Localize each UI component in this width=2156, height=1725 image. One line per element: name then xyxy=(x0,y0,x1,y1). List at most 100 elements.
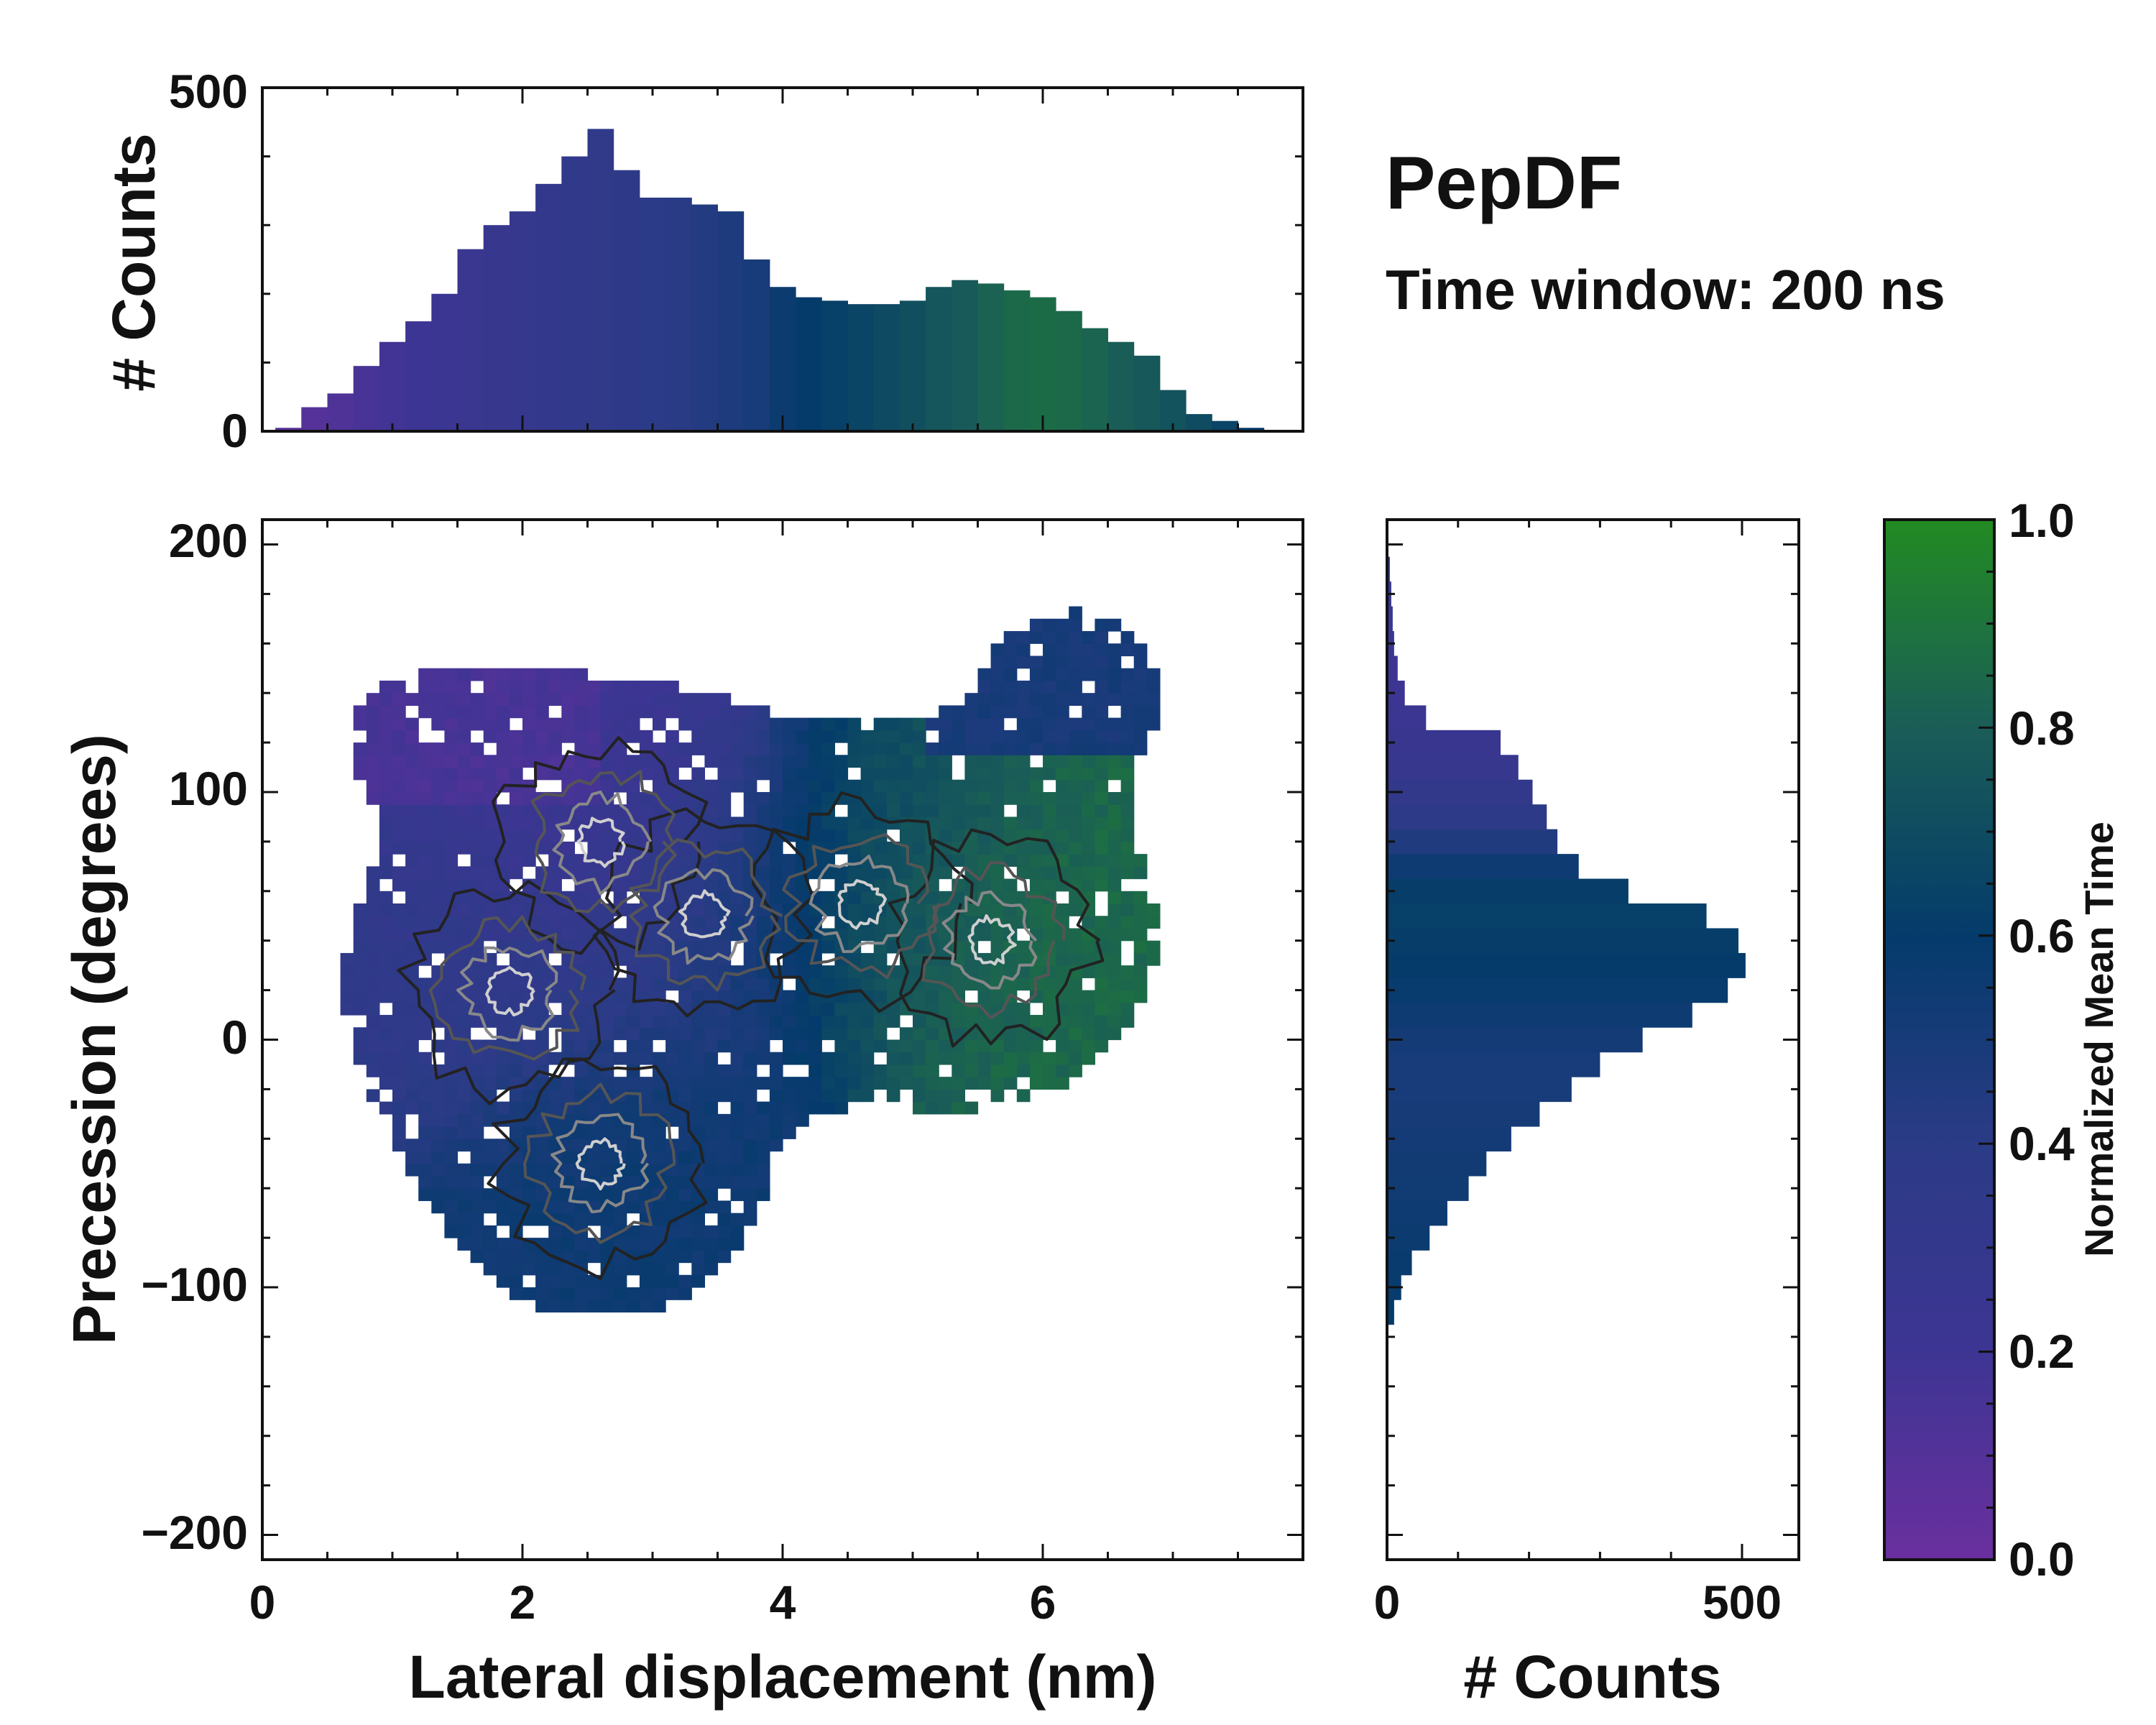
heatmap-cell xyxy=(457,816,471,830)
heatmap-cell xyxy=(522,854,536,867)
heatmap-cell xyxy=(899,1052,913,1065)
heatmap-cell xyxy=(483,730,497,743)
heatmap-cell xyxy=(821,903,835,916)
heatmap-cell xyxy=(653,705,666,719)
right-hist-bar xyxy=(1387,755,1519,781)
heatmap-cell xyxy=(926,891,939,904)
heatmap-cell xyxy=(418,978,432,991)
heatmap-cell xyxy=(1003,1064,1018,1077)
heatmap-cell xyxy=(1082,816,1095,830)
heatmap-cell xyxy=(717,1151,732,1164)
heatmap-cell xyxy=(1016,656,1031,669)
heatmap-cell xyxy=(1016,631,1031,644)
heatmap-cell xyxy=(431,1163,445,1177)
heatmap-cell xyxy=(964,804,979,818)
heatmap-cell xyxy=(431,668,445,681)
heatmap-cell xyxy=(392,791,406,805)
heatmap-cell xyxy=(561,791,575,805)
heatmap-cell xyxy=(990,804,1005,818)
heatmap-cell xyxy=(522,668,536,681)
heatmap-cell xyxy=(444,1175,459,1189)
heatmap-cell xyxy=(769,755,783,768)
heatmap-cell xyxy=(756,1138,770,1152)
heatmap-cell xyxy=(913,767,926,781)
heatmap-cell xyxy=(678,1077,692,1090)
heatmap-cell xyxy=(678,1250,692,1264)
heatmap-cell xyxy=(496,1213,510,1226)
heatmap-cell xyxy=(639,755,653,768)
heatmap-cell xyxy=(574,1274,589,1288)
heatmap-cell xyxy=(1069,643,1082,657)
heatmap-cell xyxy=(743,1151,757,1164)
heatmap-cell xyxy=(444,693,459,706)
heatmap-cell xyxy=(535,1188,549,1202)
heatmap-cell xyxy=(470,1225,484,1238)
heatmap-cell xyxy=(1133,891,1148,904)
heatmap-cell xyxy=(366,866,380,880)
heatmap-cell xyxy=(1056,804,1069,818)
heatmap-cell xyxy=(1016,940,1031,954)
heatmap-cell xyxy=(873,1027,888,1041)
heatmap-cell xyxy=(639,1027,653,1041)
heatmap-cell xyxy=(444,717,459,731)
heatmap-cell xyxy=(730,1238,745,1251)
heatmap-cell xyxy=(587,866,602,880)
heatmap-cell xyxy=(548,1200,562,1214)
heatmap-cell xyxy=(704,1002,719,1016)
heatmap-cell xyxy=(704,1077,719,1090)
density-contour xyxy=(575,1137,626,1191)
heatmap-cell xyxy=(990,990,1005,1003)
heatmap-cell xyxy=(1029,903,1044,916)
heatmap-cell xyxy=(990,940,1005,954)
top-hist-bar xyxy=(561,156,588,431)
heatmap-cell xyxy=(1095,779,1109,793)
heatmap-cell xyxy=(1146,693,1161,706)
heatmap-cell xyxy=(964,705,979,719)
top-hist-bar xyxy=(405,321,432,431)
heatmap-cell xyxy=(535,680,549,694)
heatmap-cell xyxy=(600,1138,614,1152)
heatmap-cell xyxy=(405,903,419,916)
heatmap-cell xyxy=(873,866,888,880)
heatmap-cell xyxy=(808,829,822,842)
heatmap-cell xyxy=(496,1052,510,1065)
heatmap-cell xyxy=(1043,1015,1056,1028)
heatmap-cell xyxy=(366,916,380,929)
heatmap-cell xyxy=(913,1077,926,1090)
heatmap-cell xyxy=(653,693,666,706)
heatmap-cell xyxy=(366,1089,380,1103)
heatmap-cell xyxy=(1095,755,1109,768)
heatmap-cell xyxy=(1133,643,1148,657)
heatmap-cell xyxy=(939,755,952,768)
heatmap-cell xyxy=(1003,755,1018,768)
heatmap-cell xyxy=(964,854,979,867)
right-hist-bar xyxy=(1387,1300,1394,1325)
heatmap-cell xyxy=(886,730,900,743)
heatmap-cell xyxy=(457,804,471,818)
heatmap-cell xyxy=(457,891,471,904)
heatmap-cell xyxy=(769,1002,783,1016)
heatmap-cell xyxy=(1016,1039,1031,1053)
heatmap-cell xyxy=(1120,866,1135,880)
right-hist-bar xyxy=(1387,829,1558,855)
heatmap-cell xyxy=(756,705,770,719)
heatmap-cell xyxy=(509,816,523,830)
heatmap-cell xyxy=(653,829,666,842)
heatmap-cell xyxy=(613,1027,627,1041)
heatmap-cell xyxy=(821,791,835,805)
heatmap-cell xyxy=(574,1300,589,1313)
heatmap-cell xyxy=(743,767,757,781)
heatmap-cell xyxy=(1003,952,1018,966)
heatmap-cell xyxy=(1095,829,1109,842)
heatmap-cell xyxy=(496,1101,510,1115)
heatmap-cell xyxy=(613,990,627,1003)
heatmap-cell xyxy=(431,1151,445,1164)
heatmap-cell xyxy=(535,1287,549,1300)
heatmap-cell xyxy=(1095,791,1109,805)
heatmap-cell xyxy=(1056,693,1069,706)
heatmap-cell xyxy=(457,916,471,929)
heatmap-cell xyxy=(678,1287,692,1300)
heatmap-cell xyxy=(691,1274,705,1288)
heatmap-cell xyxy=(730,903,745,916)
heatmap-cell xyxy=(626,1163,640,1177)
